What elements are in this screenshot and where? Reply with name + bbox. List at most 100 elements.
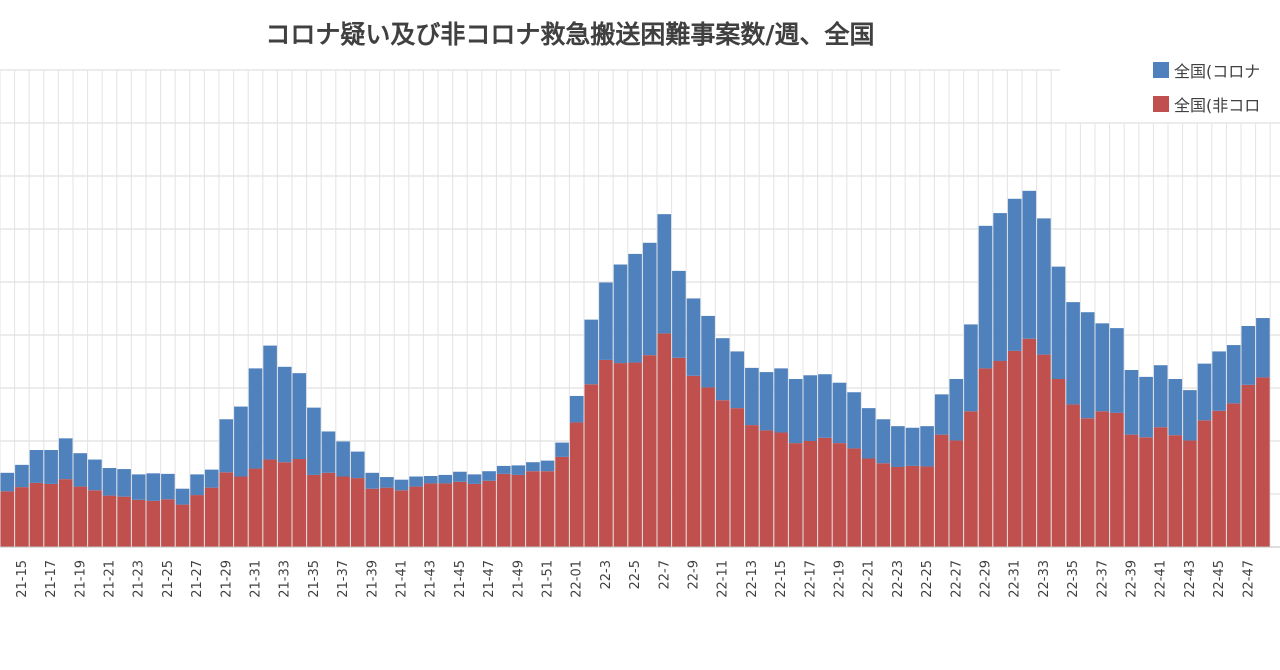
bar-covid (263, 345, 277, 460)
bar-covid (569, 395, 584, 423)
bar-covid (745, 367, 759, 426)
bar-covid (934, 394, 949, 435)
x-tick-label: 22-45 (1212, 560, 1227, 598)
bar-non-covid (321, 472, 336, 547)
bar-covid (1139, 376, 1153, 438)
bar-non-covid (920, 466, 934, 547)
x-tick-label: 21-31 (249, 560, 264, 598)
bar-non-covid (1183, 440, 1197, 547)
bar-non-covid (511, 474, 526, 547)
x-tick-label: 22-11 (716, 560, 731, 598)
bar-non-covid (292, 459, 307, 547)
x-tick-label: 22-35 (1066, 560, 1081, 598)
bar-non-covid (496, 473, 511, 547)
bar-non-covid (1007, 350, 1022, 547)
bar-covid (788, 378, 803, 444)
bar-non-covid (1080, 418, 1095, 547)
bar-non-covid (949, 440, 964, 547)
bar-covid (102, 468, 117, 496)
bar-covid (88, 459, 102, 491)
bar-covid (307, 407, 321, 475)
bar-non-covid (730, 408, 745, 547)
bar-covid (628, 253, 642, 363)
bar-non-covid (146, 500, 161, 547)
bar-non-covid (336, 476, 350, 547)
bar-non-covid (1197, 420, 1212, 547)
bar-covid (920, 426, 934, 467)
bar-non-covid (978, 368, 993, 547)
legend-swatch-non-covid (1153, 96, 1169, 112)
bar-covid (832, 382, 847, 444)
legend-swatch-covid (1153, 62, 1169, 78)
bar-non-covid (263, 459, 277, 547)
bar-covid (321, 431, 336, 473)
x-tick-label: 22-21 (862, 560, 877, 598)
bar-non-covid (818, 437, 832, 547)
bar-covid (1037, 218, 1051, 355)
bar-covid (861, 408, 876, 459)
bar-non-covid (380, 487, 394, 547)
bar-non-covid (672, 357, 686, 547)
bar-covid (336, 441, 350, 477)
bar-non-covid (876, 463, 891, 547)
bar-covid (1153, 365, 1168, 428)
x-tick-label: 22-37 (1095, 560, 1110, 598)
bar-covid (292, 373, 307, 460)
bar-non-covid (438, 483, 453, 547)
x-tick-label: 21-47 (482, 560, 497, 598)
x-tick-label: 21-45 (453, 560, 468, 598)
x-tick-label: 21-41 (395, 560, 410, 598)
bar-non-covid (1168, 435, 1183, 547)
gridlines (0, 69, 1280, 547)
bar-non-covid (394, 490, 409, 547)
bar-non-covid (569, 422, 584, 547)
bar-covid (1197, 363, 1212, 421)
bar-covid (1095, 323, 1110, 412)
bar-non-covid (1022, 338, 1037, 547)
bar-covid (234, 406, 248, 477)
bar-covid (146, 473, 161, 501)
bar-covid (759, 372, 774, 431)
bar-non-covid (642, 355, 657, 547)
bar-covid (1124, 369, 1139, 435)
bar-non-covid (161, 499, 175, 547)
bar-covid (58, 438, 73, 480)
x-tick-label: 21-15 (15, 560, 30, 598)
bar-covid (117, 469, 131, 497)
bar-non-covid (905, 465, 920, 547)
bar-covid (1212, 351, 1226, 411)
bar-non-covid (993, 360, 1007, 547)
x-tick-labels: 21-15 21-17 21-19 21-21 21-23 21-25 21-27 21-29… (15, 560, 1256, 598)
bar-non-covid (891, 466, 905, 547)
bar-non-covid (774, 432, 788, 547)
bar-non-covid (482, 480, 496, 547)
x-tick-label: 22-01 (570, 560, 585, 598)
bar-non-covid (0, 491, 15, 547)
bar-covid (1241, 325, 1256, 385)
bar-non-covid (759, 430, 774, 547)
bar-non-covid (555, 456, 569, 547)
x-tick-label: 22-33 (1037, 560, 1052, 598)
bar-covid (1168, 378, 1183, 436)
x-tick-label: 21-17 (44, 560, 59, 598)
bar-covid (715, 338, 730, 401)
bar-non-covid (1241, 384, 1256, 547)
bar-covid (876, 419, 891, 464)
bar-non-covid (219, 472, 234, 547)
bar-non-covid (628, 362, 642, 547)
bar-covid (423, 475, 438, 484)
bar-covid (978, 225, 993, 369)
bar-covid (453, 471, 467, 482)
bar-covid (0, 472, 15, 492)
bar-covid (993, 213, 1007, 361)
bar-covid (496, 465, 511, 474)
x-tick-label: 22-47 (1241, 560, 1256, 598)
bar-covid (686, 298, 701, 376)
bar-non-covid (58, 479, 73, 547)
x-tick-label: 22-3 (599, 560, 614, 590)
x-tick-label: 22-13 (745, 560, 760, 598)
bar-covid (248, 368, 263, 469)
bar-non-covid (745, 425, 759, 547)
x-tick-label: 22-43 (1183, 560, 1198, 598)
bar-non-covid (788, 443, 803, 547)
